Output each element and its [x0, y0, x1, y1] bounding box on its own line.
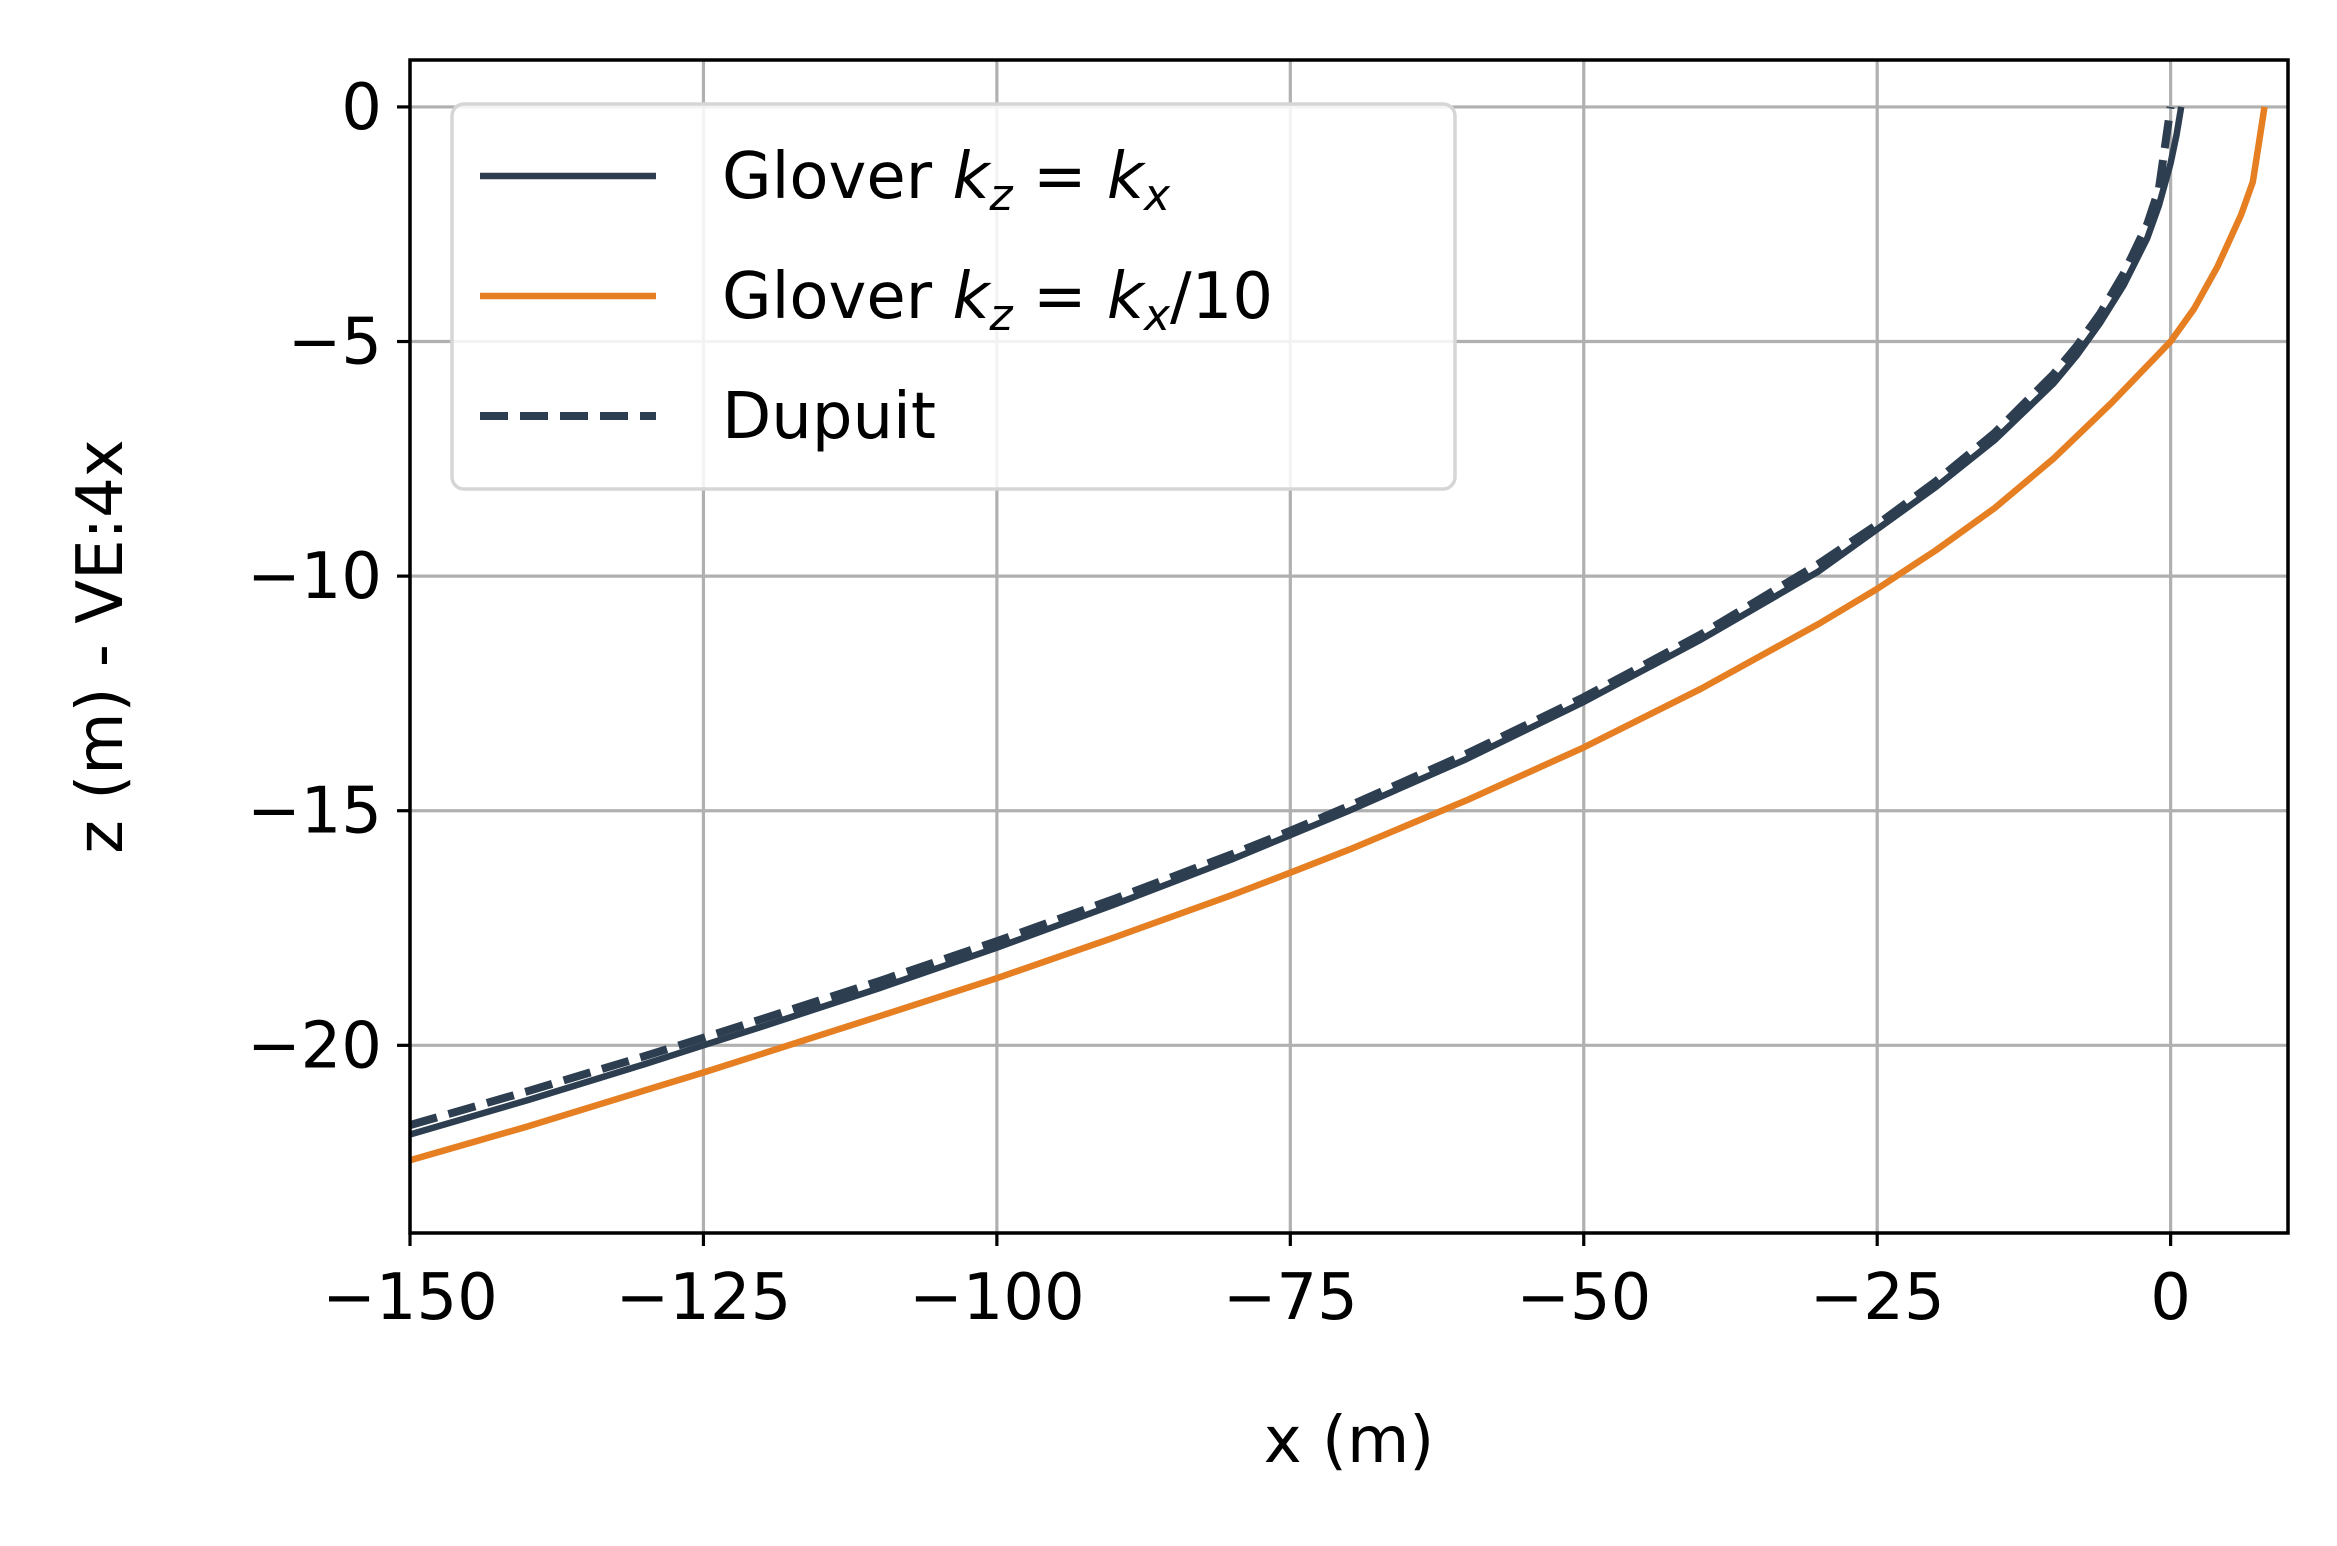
legend: Glover kz = kx Glover kz = kx/10 Dupuit — [450, 102, 1457, 491]
y-axis-label: z (m) - VE:4x — [64, 439, 138, 853]
x-tick-label-1: −125 — [616, 1261, 792, 1335]
legend-label-1: Glover kz = kx/10 — [722, 260, 1273, 341]
x-tick-label-3: −75 — [1223, 1261, 1358, 1335]
y-tick-label-0: 0 — [341, 71, 382, 145]
plot-frame — [408, 58, 2290, 1235]
series-line-glover-kz-kx — [410, 106, 2185, 1138]
y-tick-label-4: −20 — [247, 1009, 382, 1083]
x-tick-label-6: 0 — [2150, 1261, 2191, 1335]
x-tick-label-4: −50 — [1516, 1261, 1651, 1335]
legend-label-2: Dupuit — [722, 380, 936, 454]
y-tick-label-1: −5 — [288, 306, 382, 380]
x-tick-label-0: −150 — [322, 1261, 498, 1335]
series-line-glover-kz-kx-10 — [410, 106, 2268, 1164]
legend-frame — [450, 102, 1457, 491]
y-tick-label-3: −15 — [247, 775, 382, 849]
series-line-dupuit — [410, 106, 2175, 1129]
x-tick-label-2: −100 — [909, 1261, 1085, 1335]
y-tick-label-2: −10 — [247, 540, 382, 614]
series-layer — [410, 106, 2268, 1164]
x-axis-label: x (m) — [1264, 1404, 1435, 1478]
legend-label-0: Glover kz = kx — [722, 140, 1171, 221]
x-tick-label-5: −25 — [1810, 1261, 1945, 1335]
tick-layer: −150 −125 −100 −75 −50 −25 0 0 −5 −10 −15 −20 — [247, 71, 2191, 1335]
